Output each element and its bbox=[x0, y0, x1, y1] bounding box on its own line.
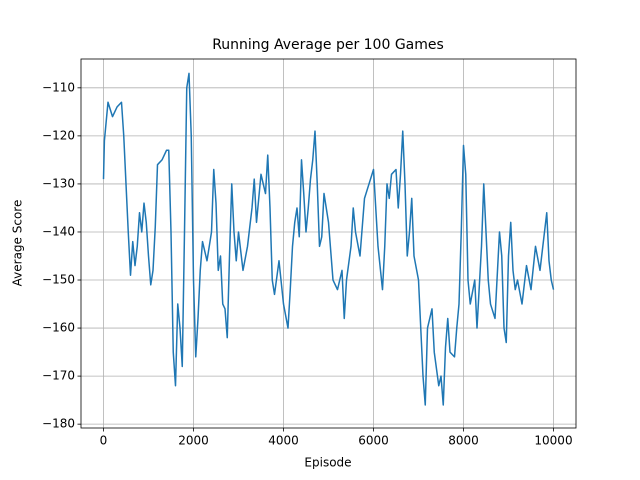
y-tick-label: −130 bbox=[42, 176, 75, 190]
chart-title: Running Average per 100 Games bbox=[212, 37, 444, 53]
x-tick-label: 2000 bbox=[178, 434, 209, 448]
x-tick-label: 10000 bbox=[534, 434, 572, 448]
y-tick-label: −160 bbox=[42, 321, 75, 335]
y-axis-label: Average Score bbox=[11, 200, 25, 287]
plot-frame bbox=[80, 58, 577, 429]
x-axis-label: Episode bbox=[304, 456, 351, 470]
x-tick-label: 8000 bbox=[448, 434, 479, 448]
y-tick-label: −110 bbox=[42, 80, 75, 94]
data-line bbox=[102, 72, 555, 406]
y-tick-label: −150 bbox=[42, 273, 75, 287]
y-tick-label: −140 bbox=[42, 224, 75, 238]
x-tick-label: 4000 bbox=[268, 434, 299, 448]
x-tick-label: 6000 bbox=[358, 434, 389, 448]
x-tick-label: 0 bbox=[100, 434, 108, 448]
y-tick-label: −170 bbox=[42, 369, 75, 383]
y-tick-label: −180 bbox=[42, 417, 75, 431]
y-tick-label: −120 bbox=[42, 128, 75, 142]
